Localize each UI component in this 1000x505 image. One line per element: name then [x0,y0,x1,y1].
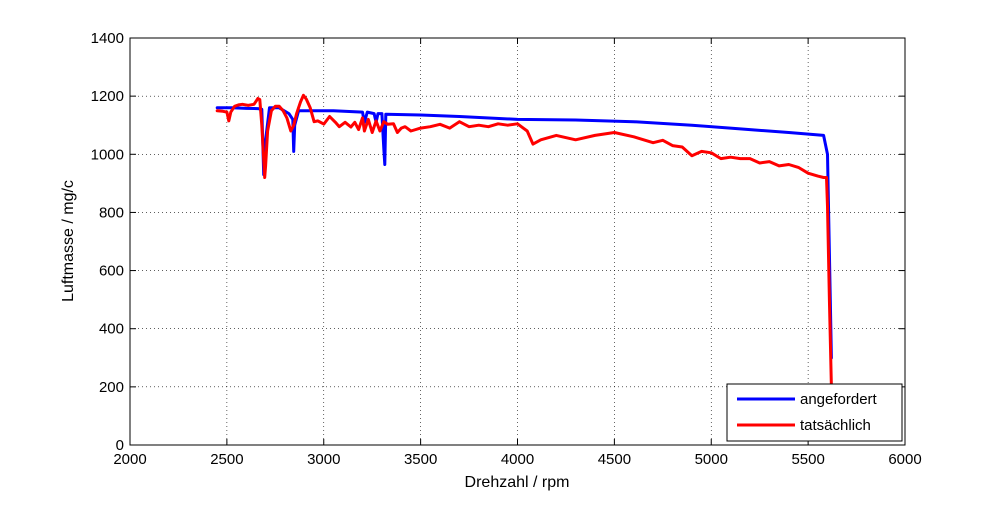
x-tick-label: 2000 [113,451,146,468]
legend: angefordert tatsächlich [726,383,903,442]
y-tick-label: 0 [116,437,124,454]
y-axis-title: Luftmasse / mg/c [60,180,77,302]
y-tick-label: 600 [99,263,124,280]
x-tick-label: 4000 [501,451,534,468]
axis-ticks [129,37,906,446]
legend-box [726,383,903,442]
x-tick-label: 6000 [888,451,921,468]
legend-label-angefordert: angefordert [800,391,878,408]
y-tick-label: 400 [99,321,124,338]
x-tick-label: 5500 [791,451,824,468]
series-group [215,93,833,389]
y-tick-label: 200 [99,379,124,396]
series-line-tatsachlich [215,93,833,389]
legend-label-tatsachlich: tatsächlich [800,417,871,434]
y-tick-label: 800 [99,204,124,221]
x-axis-tick-labels: 2000 2500 3000 3500 4000 4500 5000 5500 6000 [113,451,921,468]
x-tick-label: 3000 [307,451,340,468]
x-tick-label: 4500 [598,451,631,468]
y-axis-tick-labels: 0 200 400 600 800 1000 1200 1400 [91,30,124,454]
x-axis-title: Drehzahl / rpm [465,474,570,491]
x-tick-label: 2500 [210,451,243,468]
x-tick-label: 3500 [404,451,437,468]
y-tick-label: 1200 [91,88,124,105]
y-tick-label: 1400 [91,30,124,47]
x-tick-label: 5000 [695,451,728,468]
y-tick-label: 1000 [91,146,124,163]
